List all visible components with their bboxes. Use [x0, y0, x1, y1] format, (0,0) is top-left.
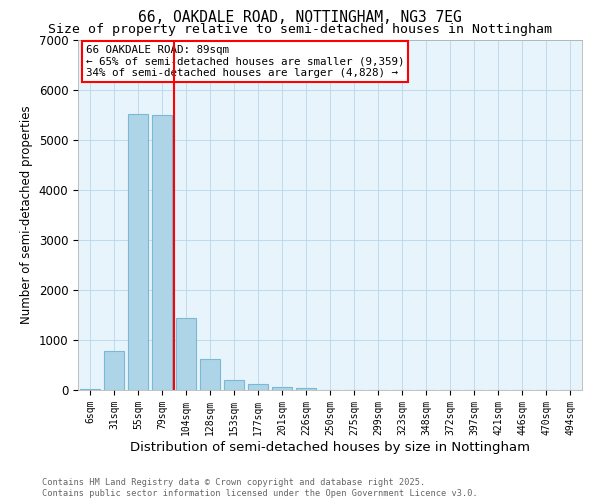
- X-axis label: Distribution of semi-detached houses by size in Nottingham: Distribution of semi-detached houses by …: [130, 440, 530, 454]
- Y-axis label: Number of semi-detached properties: Number of semi-detached properties: [20, 106, 33, 324]
- Bar: [224, 380, 244, 390]
- Bar: [152, 114, 172, 390]
- Text: 66 OAKDALE ROAD: 89sqm
← 65% of semi-detached houses are smaller (9,359)
34% of : 66 OAKDALE ROAD: 89sqm ← 65% of semi-det…: [86, 46, 404, 78]
- Bar: [104, 350, 124, 390]
- Bar: [176, 318, 196, 390]
- Text: Size of property relative to semi-detached houses in Nottingham: Size of property relative to semi-detach…: [48, 22, 552, 36]
- Bar: [296, 388, 316, 390]
- Bar: [248, 384, 268, 390]
- Bar: [80, 388, 100, 390]
- Text: Contains HM Land Registry data © Crown copyright and database right 2025.
Contai: Contains HM Land Registry data © Crown c…: [42, 478, 478, 498]
- Bar: [200, 359, 220, 390]
- Bar: [272, 386, 292, 390]
- Bar: [128, 114, 148, 390]
- Text: 66, OAKDALE ROAD, NOTTINGHAM, NG3 7EG: 66, OAKDALE ROAD, NOTTINGHAM, NG3 7EG: [138, 10, 462, 25]
